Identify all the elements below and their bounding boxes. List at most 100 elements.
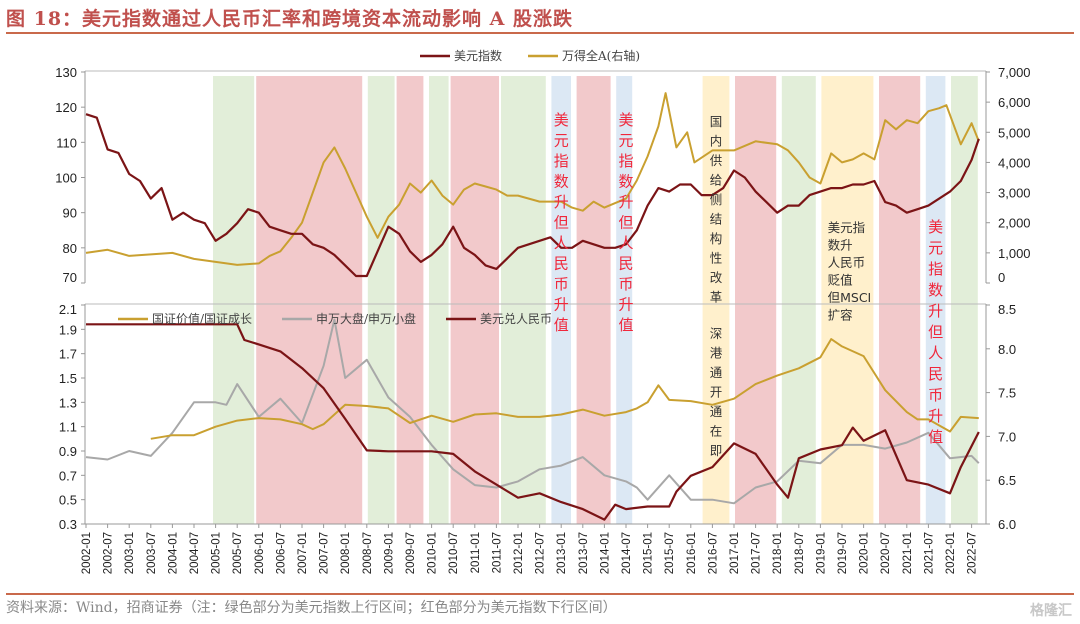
title-divider xyxy=(6,32,1074,34)
legends: 美元指数 万得全A(右轴) 国证价值/国证成长 申万大盘/申万小盘 美元兑人民币 xyxy=(118,48,640,326)
x-tick-label: 2019-01 xyxy=(815,532,827,574)
right-y-tick-label: 7.0 xyxy=(998,429,1016,444)
period-band xyxy=(396,76,424,524)
right-y-tick-label: 2,000 xyxy=(998,216,1031,231)
annotation-char: 币 xyxy=(618,275,633,293)
x-tick-label: 2020-07 xyxy=(880,532,892,574)
x-tick-label: 2021-07 xyxy=(923,532,935,574)
period-band xyxy=(367,76,395,524)
left-y-tick-label: 1.3 xyxy=(59,395,77,410)
x-tick-label: 2011-01 xyxy=(470,532,482,573)
right-y-tick-label: 0 xyxy=(998,270,1005,285)
annotation-char: 人 xyxy=(618,234,633,252)
x-tick-label: 2013-01 xyxy=(556,532,568,574)
x-tick-label: 2018-01 xyxy=(772,532,784,574)
x-tick-label: 2009-01 xyxy=(383,532,395,574)
left-y-tick-label: 1.1 xyxy=(59,420,77,435)
right-y-tick-label: 7.5 xyxy=(998,386,1016,401)
left-y-tick-label: 0.3 xyxy=(59,517,77,532)
x-tick-label: 2008-07 xyxy=(362,532,374,574)
annotation-char: 元 xyxy=(618,132,633,150)
annotation-char: 数 xyxy=(554,173,569,191)
series-line-usd-index xyxy=(85,113,980,278)
right-y-tick-label: 4,000 xyxy=(998,155,1031,170)
left-y-tick-label: 1.5 xyxy=(59,371,77,386)
x-tick-label: 2007-07 xyxy=(319,532,331,574)
period-band xyxy=(429,76,449,524)
annotation-char: 美 xyxy=(928,218,943,236)
left-y-tick-label: 1.7 xyxy=(59,347,77,362)
annotation-char: 值 xyxy=(928,428,943,446)
source-note: 资料来源：Wind，招商证券（注：绿色部分为美元指数上行区间；红色部分为美元指数… xyxy=(6,600,617,616)
x-tick-label: 2021-01 xyxy=(902,532,914,574)
x-tick-label: 2011-07 xyxy=(491,532,503,573)
x-tick-label: 2013-07 xyxy=(578,532,590,574)
annotation-char: 升 xyxy=(618,193,633,211)
period-band xyxy=(501,76,546,524)
legend-large-small-label: 申万大盘/申万小盘 xyxy=(316,311,416,326)
annotation-char: 供 xyxy=(710,153,723,168)
period-band xyxy=(735,76,777,524)
legend-value-growth-label: 国证价值/国证成长 xyxy=(152,311,252,326)
x-tick-label: 2015-01 xyxy=(643,532,655,574)
annotation-char: 深 xyxy=(710,326,723,341)
right-y-tick-label: 8.5 xyxy=(998,302,1016,317)
annotation-char: 结 xyxy=(710,212,723,227)
x-tick-label: 2010-01 xyxy=(427,532,439,574)
annotation-char: 值 xyxy=(618,316,633,334)
annotation-char: 开 xyxy=(710,385,723,400)
series-lines xyxy=(85,92,980,521)
x-tick-label: 2022-01 xyxy=(945,532,957,574)
series-line-wind-a xyxy=(85,92,980,266)
right-y-tick-label: 1,000 xyxy=(998,246,1031,261)
series-line-usdcny xyxy=(86,323,980,521)
x-tick-label: 2016-07 xyxy=(707,532,719,574)
annotation-char: 升 xyxy=(618,296,633,314)
annotation-char: 港 xyxy=(710,346,723,361)
msci-annotation-line: 美元指 xyxy=(828,220,866,235)
x-tick-label: 2012-01 xyxy=(513,532,525,574)
annotation-char: 升 xyxy=(928,407,943,425)
x-tick-label: 2017-01 xyxy=(729,532,741,574)
right-y-tick-label: 6.5 xyxy=(998,473,1016,488)
right-y-tick-label: 3,000 xyxy=(998,186,1031,201)
x-tick-label: 2022-07 xyxy=(967,532,979,574)
x-tick-label: 2008-01 xyxy=(340,532,352,574)
left-y-tick-label: 80 xyxy=(63,241,77,256)
x-tick-label: 2020-01 xyxy=(859,532,871,574)
x-tick-label: 2010-07 xyxy=(448,532,460,574)
annotation-char: 元 xyxy=(928,239,943,257)
x-tick-label: 2003-01 xyxy=(124,532,136,574)
annotation-char: 民 xyxy=(928,365,943,383)
annotation-char: 人 xyxy=(928,344,943,362)
x-tick-label: 2009-07 xyxy=(405,532,417,574)
annotations: 美元指数升但人民币升值美元指数升但人民币升值国内供给侧结构性改革深港通开通在即美… xyxy=(554,111,943,458)
x-tick-label: 2018-07 xyxy=(794,532,806,574)
period-band xyxy=(951,76,978,524)
annotation-char: 升 xyxy=(554,296,569,314)
left-y-tick-label: 120 xyxy=(55,100,77,115)
left-y-tick-label: 70 xyxy=(63,270,77,285)
legend-usd-index-label: 美元指数 xyxy=(454,48,502,63)
axes: 130 120 110 100 90 80 70 7,000 6,000 5,000 4,000 3,… xyxy=(55,65,1030,574)
annotation-char: 但 xyxy=(554,214,569,232)
left-y-tick-label: 100 xyxy=(55,171,77,186)
period-band xyxy=(576,76,611,524)
x-tick-label: 2004-07 xyxy=(189,532,201,574)
left-y-tick-label: 0.9 xyxy=(59,444,77,459)
annotation-char: 数 xyxy=(928,281,943,299)
x-tick-label: 2006-01 xyxy=(254,532,266,574)
annotation-char: 美 xyxy=(618,111,633,129)
x-tick-label: 2014-01 xyxy=(599,532,611,574)
left-y-tick-label: 0.5 xyxy=(59,493,77,508)
annotation-char: 革 xyxy=(710,290,723,305)
msci-annotation-line: 人民币 xyxy=(828,255,866,270)
period-band xyxy=(925,76,946,524)
annotation-char: 即 xyxy=(710,443,723,458)
period-band xyxy=(551,76,571,524)
period-band xyxy=(450,76,499,524)
